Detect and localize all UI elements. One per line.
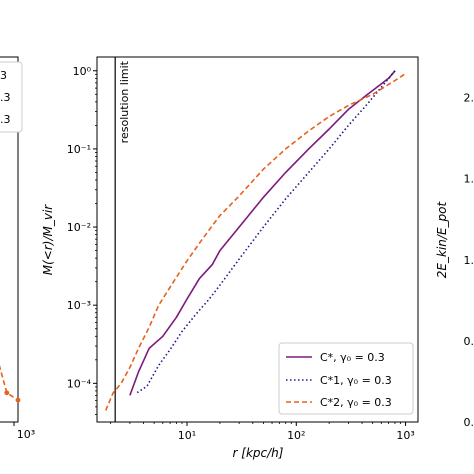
resolution-limit-label: resolution limit [118, 60, 131, 143]
main-y-tick-label-4: 10⁻⁴ [67, 377, 92, 390]
main-legend-box [278, 342, 414, 415]
legend-label-c1: C*1, γ₀ = 0.3 [320, 374, 392, 387]
left-series-marker [15, 397, 21, 403]
left-x-tick-label: 10³ [17, 428, 35, 441]
left-legend-fragment-2: .3 [0, 91, 11, 104]
left-panel-frame [0, 56, 19, 423]
left-series-c2 [0, 364, 21, 403]
left-legend-fragment-1: 3 [0, 69, 7, 82]
main-y-tick-label-0: 10⁰ [73, 65, 92, 78]
legend-label-c: C*, γ₀ = 0.3 [320, 351, 385, 364]
right-y-tick-label-4: 0. [464, 416, 474, 429]
left-panel: 3 .3 .3 10³ [0, 56, 35, 441]
right-y-tick-label-3: 0. [464, 335, 474, 348]
right-panel: 2E_kin/E_pot 2. 1. 1. 0. 0. [435, 92, 474, 429]
right-y-ticks: 2. 1. 1. 0. 0. [464, 92, 474, 429]
main-x-axis-label: r [kpc/h] [233, 446, 284, 460]
series-line-1 [136, 70, 396, 394]
main-legend: C*, γ₀ = 0.3 C*1, γ₀ = 0.3 C*2, γ₀ = 0.3 [278, 342, 414, 415]
series-line-0 [129, 70, 396, 396]
main-x-tick-label-1: 10² [287, 429, 305, 442]
left-series-line [0, 364, 19, 401]
left-legend-box [0, 61, 23, 133]
main-y-axis-label: M(<r)/M_vir [41, 204, 55, 276]
main-x-ticks: 10¹ 10² 10³ [110, 422, 415, 442]
right-y-tick-label-1: 1. [464, 173, 474, 186]
left-series-marker [4, 390, 10, 396]
main-panel: 10¹ 10² 10³ 10⁰ 10⁻¹ 10⁻² 10⁻³ 10⁻⁴ resolution… [41, 56, 419, 460]
right-y-tick-label-0: 2. [464, 92, 474, 105]
main-y-tick-label-2: 10⁻² [67, 221, 91, 234]
main-series [104, 70, 407, 411]
main-y-tick-label-1: 10⁻¹ [67, 143, 91, 156]
legend-label-c2: C*2, γ₀ = 0.3 [320, 396, 392, 409]
main-y-tick-label-3: 10⁻³ [67, 299, 91, 312]
right-y-tick-label-2: 1. [464, 254, 474, 267]
left-legend-fragment-3: .3 [0, 113, 11, 126]
main-y-ticks: 10⁰ 10⁻¹ 10⁻² 10⁻³ 10⁻⁴ [67, 65, 97, 415]
series-line-2 [104, 72, 407, 411]
main-x-tick-label-0: 10¹ [178, 429, 196, 442]
main-x-tick-label-2: 10³ [396, 429, 414, 442]
left-legend: 3 .3 .3 [0, 61, 23, 133]
right-y-axis-label: 2E_kin/E_pot [435, 201, 449, 279]
